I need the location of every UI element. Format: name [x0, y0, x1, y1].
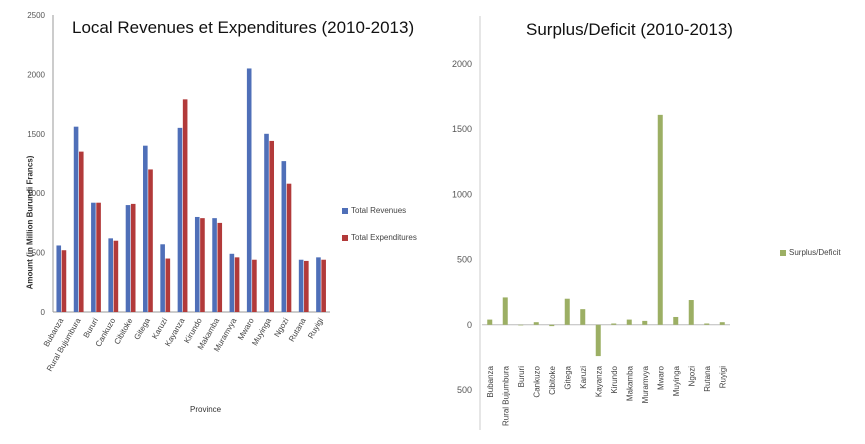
bar-revenue: [264, 133, 269, 312]
bar-revenue: [194, 216, 200, 312]
bar-revenue: [281, 161, 287, 312]
bar-revenue: [229, 253, 235, 312]
bar-revenue: [177, 127, 183, 312]
y-tick-label: 0: [41, 308, 46, 317]
revenues-expenditures-chart: Local Revenues et Expenditures (2010-201…: [25, 11, 417, 414]
bar-expenditure: [200, 218, 205, 312]
bar-expenditure: [61, 250, 67, 312]
x-tick-label: Mwaro: [656, 365, 665, 390]
x-tick-label: Bururi: [517, 366, 526, 388]
x-tick-label: Gitega: [132, 316, 152, 341]
legend-item-total-expenditures: Total Expenditures: [342, 233, 417, 242]
x-tick-label: Cankuzo: [532, 365, 541, 397]
y-tick-label: 1500: [27, 130, 45, 139]
legend-label: Surplus/Deficit: [789, 248, 841, 257]
y-tick-label: 0: [467, 320, 472, 330]
bar-expenditure: [217, 222, 223, 312]
bar-expenditure: [96, 202, 101, 312]
y-tick-label: 500: [32, 249, 46, 258]
legend-label: Total Expenditures: [351, 233, 417, 242]
legend-label: Total Revenues: [351, 206, 407, 215]
legend-item-surplus-deficit: Surplus/Deficit: [780, 248, 841, 257]
legend-swatch-expenditures: [342, 234, 348, 241]
x-tick-label: Muramvya: [641, 365, 650, 403]
bar-surplus-deficit: [626, 319, 632, 325]
bar-expenditure: [78, 151, 84, 312]
bar-expenditure: [165, 258, 171, 312]
bar-revenue: [125, 205, 131, 312]
bar-expenditure: [321, 259, 326, 312]
bar-expenditure: [286, 183, 292, 312]
bar-expenditure: [269, 140, 275, 312]
bar-surplus-deficit: [533, 322, 539, 325]
bar-expenditure: [182, 99, 188, 313]
bar-surplus-deficit: [719, 322, 725, 325]
bar-surplus-deficit: [657, 114, 663, 325]
y-tick-label: 2000: [27, 70, 45, 79]
x-tick-label: Kayanza: [594, 365, 603, 397]
surplus-deficit-chart: Surplus/Deficit (2010-2013) 500 0 500 1000 1…: [440, 0, 865, 439]
bar-surplus-deficit: [688, 300, 694, 325]
x-tick-label: Rutana: [287, 316, 308, 343]
bar-surplus-deficit: [502, 297, 508, 325]
x-tick-label: Bubanza: [486, 365, 495, 397]
bar-expenditure: [252, 259, 257, 312]
x-axis-label: Province: [190, 405, 222, 414]
bar-expenditure: [130, 203, 136, 312]
y-tick-label: 1000: [27, 189, 45, 198]
x-tick-label: Ruyigi: [306, 316, 325, 340]
y-tick-label: 500: [457, 255, 472, 265]
bar-revenue: [298, 259, 304, 312]
bar-revenue: [246, 68, 252, 313]
x-tick-label: Rutana: [703, 365, 712, 391]
surplus-deficit-plot: 500 0 500 1000 1500 2000 Bubanza Rural Bujumbur…: [452, 16, 730, 430]
chart-title: Local Revenues et Expenditures (2010-201…: [72, 18, 415, 37]
bar-revenue: [73, 126, 79, 312]
bar-revenue: [316, 257, 321, 312]
bar-surplus-deficit: [549, 324, 555, 327]
bar-surplus-deficit: [611, 323, 617, 325]
bar-revenue: [91, 202, 96, 312]
y-axis-label: Amount (in Million Burundi Francs): [25, 155, 35, 290]
x-tick-label: Ngozi: [272, 316, 290, 338]
bar-expenditure: [304, 260, 309, 312]
x-tick-label: Muyinga: [672, 365, 681, 396]
x-tick-label: Ngozi: [687, 366, 696, 387]
bar-expenditure: [113, 240, 119, 312]
y-tick-label: 2000: [452, 59, 472, 69]
chart-title: Surplus/Deficit (2010-2013): [526, 20, 733, 39]
x-tick-label: Ruyigi: [718, 366, 727, 388]
y-tick-label: 2500: [27, 11, 45, 20]
y-tick-label: 1500: [452, 124, 472, 134]
bar-surplus-deficit: [704, 323, 710, 325]
legend-swatch-surplus-deficit: [780, 249, 786, 256]
bar-surplus-deficit: [642, 320, 648, 325]
bar-surplus-deficit: [673, 316, 679, 325]
x-tick-label: Karuzi: [579, 366, 588, 389]
x-tick-label: Rural Bujumbura: [501, 365, 510, 426]
bar-revenue: [143, 145, 148, 312]
bar-surplus-deficit: [580, 309, 586, 325]
y-tick-label: 500: [457, 385, 472, 395]
bar-expenditure: [148, 169, 153, 312]
legend-item-total-revenues: Total Revenues: [342, 206, 406, 215]
bar-revenue: [56, 245, 62, 312]
bar-surplus-deficit: [518, 324, 524, 326]
y-tick-label: 1000: [452, 189, 472, 199]
bar-revenue: [160, 244, 165, 312]
bar-revenue: [108, 238, 113, 312]
x-tick-label: Cibitoke: [548, 365, 557, 394]
bar-surplus-deficit: [564, 298, 570, 325]
x-tick-label: Makamba: [625, 365, 634, 401]
bar-revenue: [212, 218, 217, 312]
x-tick-label: Kirundo: [610, 365, 619, 393]
bar-surplus-deficit: [595, 324, 601, 357]
bar-expenditure: [234, 257, 240, 312]
bar-surplus-deficit: [487, 319, 493, 325]
x-tick-label: Gitega: [563, 365, 572, 389]
legend-swatch-revenues: [342, 207, 348, 214]
